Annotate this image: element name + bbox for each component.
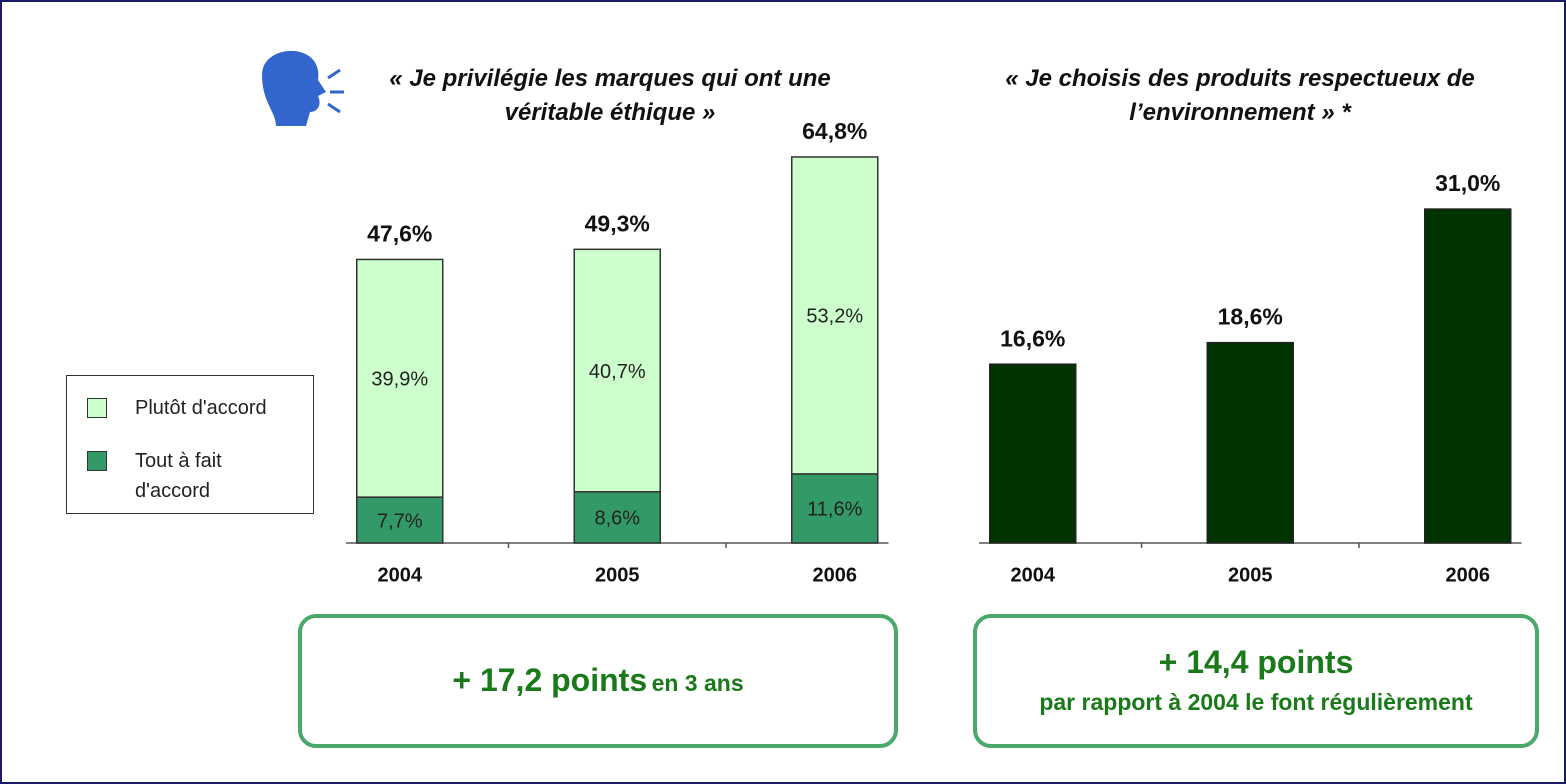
speaker-icon [262,50,344,126]
x-tick-label: 2006 [813,564,858,586]
bar-segment [356,258,444,498]
chart-title: « Je privilégie les marques qui ont une … [389,65,831,126]
total-label: 49,3% [585,210,650,236]
bar-segment [573,248,661,493]
segment-label: 40,7% [589,361,646,383]
x-tick-label: 2006 [1446,564,1491,586]
annotation-box: + 14,4 points par rapport à 2004 le font… [973,614,1539,748]
total-label: 47,6% [367,221,432,247]
value-label: 16,6% [1000,325,1065,351]
bar-segment [791,473,879,544]
chart-title: « Je choisis des produits respectueux de… [1005,65,1475,126]
value-label: 18,6% [1218,304,1283,330]
legend-item: Plutôt d'accord [87,393,300,423]
legend-label: Plutôt d'accord [135,397,267,419]
x-tick-label: 2004 [378,564,423,586]
legend-item: Tout à fait d'accord [87,446,265,506]
bar-segment [791,156,879,475]
x-tick-label: 2005 [595,564,640,586]
x-tick-label: 2005 [1228,564,1273,586]
annotation-main: + 17,2 points [452,662,648,698]
x-tick-label: 2004 [1011,564,1056,586]
total-label: 64,8% [802,118,867,144]
bar [1206,341,1294,544]
segment-label: 8,6% [594,508,640,530]
bar-segment [356,496,444,544]
bar [989,363,1077,544]
legend-label: Tout à fait d'accord [135,450,222,502]
annotation-box: + 17,2 points en 3 ans [298,614,898,748]
value-label: 31,0% [1435,170,1500,196]
bar [1424,208,1512,544]
segment-label: 53,2% [806,306,863,328]
annotation-note: par rapport à 2004 le font régulièrement [1039,689,1473,715]
legend-swatch [87,398,107,418]
bar-segment [573,491,661,544]
annotation-main: + 14,4 points [1158,644,1354,680]
legend: Plutôt d'accord Tout à fait d'accord [66,375,314,514]
segment-label: 11,6% [807,499,862,521]
segment-label: 7,7% [377,510,423,532]
annotation-note: en 3 ans [651,670,744,696]
segment-label: 39,9% [371,369,428,391]
legend-swatch [87,451,107,471]
